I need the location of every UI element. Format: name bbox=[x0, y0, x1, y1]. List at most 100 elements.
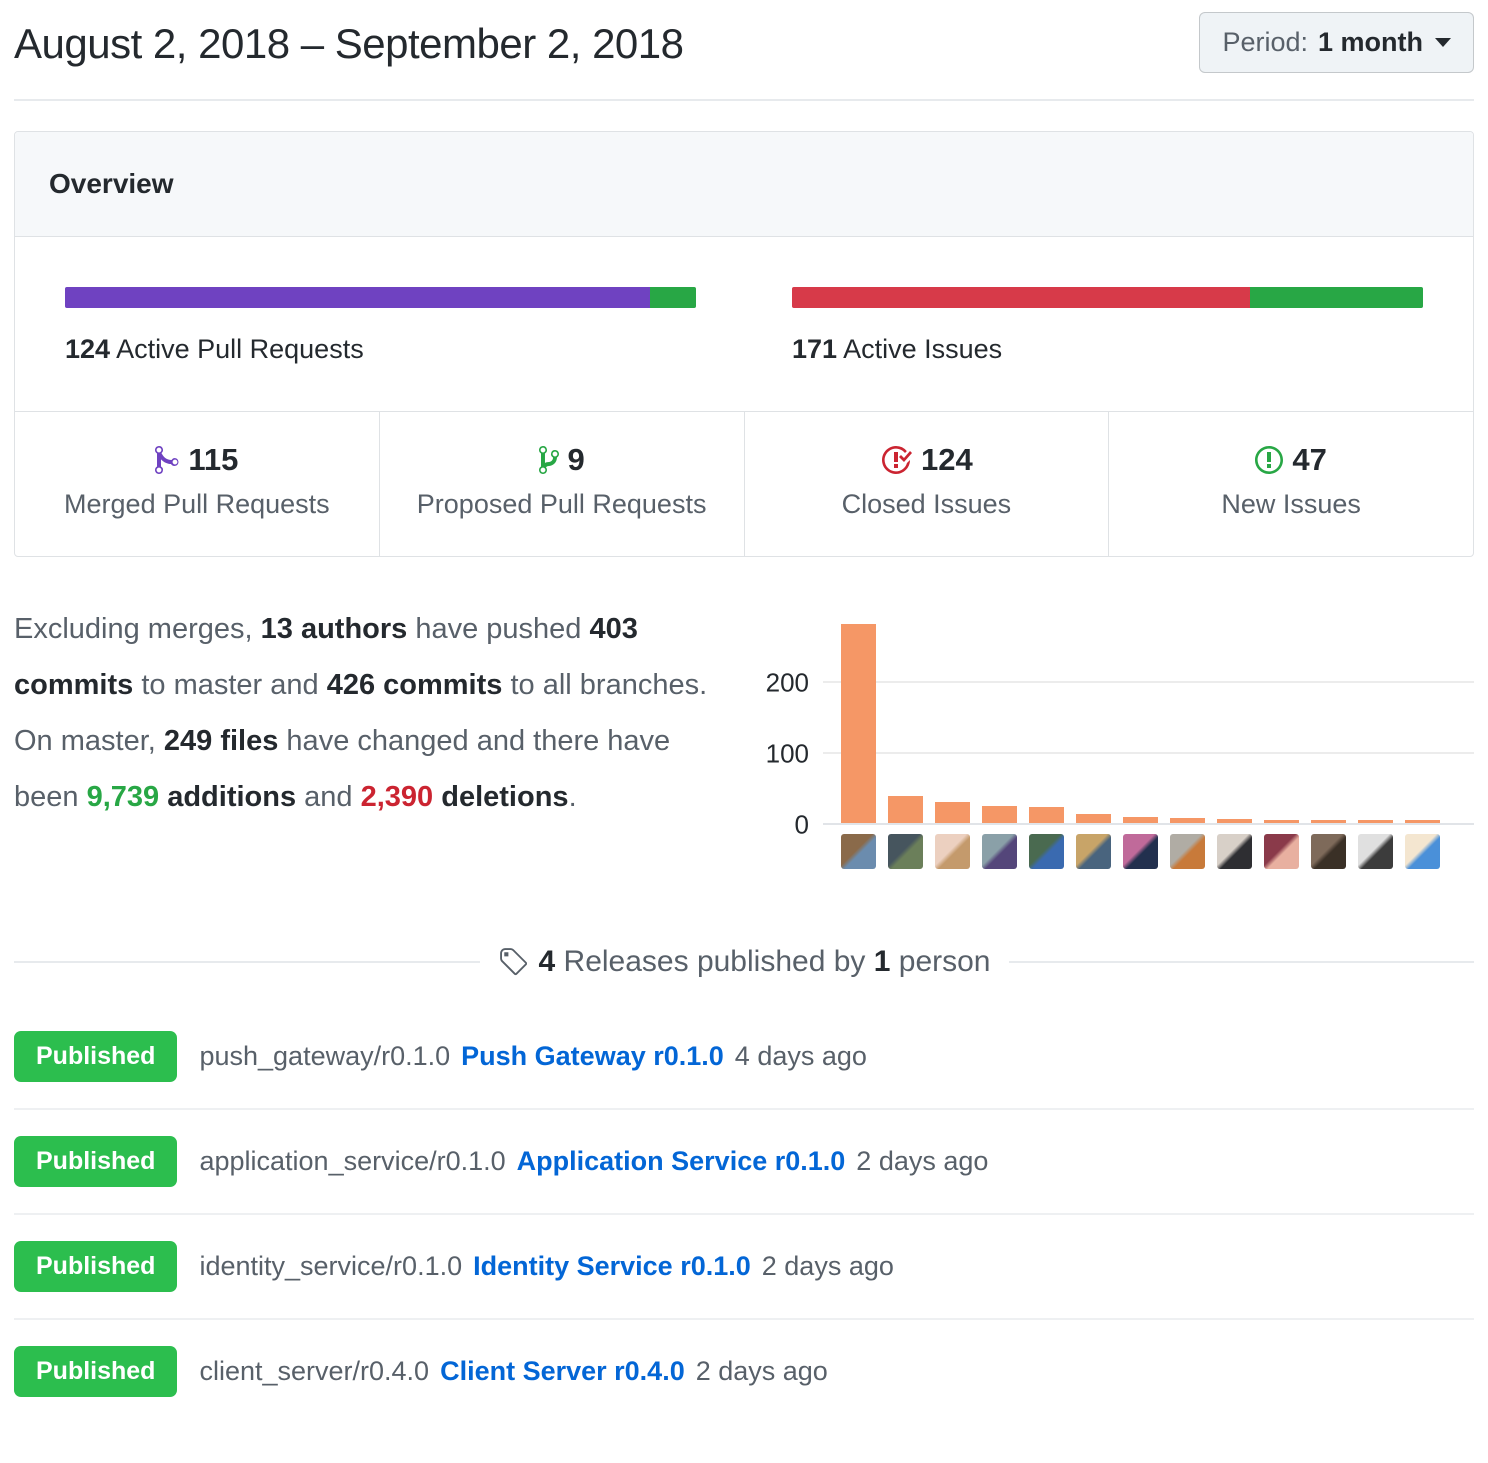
overview-card-title: Overview bbox=[15, 132, 1473, 237]
release-row: Published application_service/r0.1.0 Appli… bbox=[14, 1108, 1474, 1213]
pull-requests-progress-bar bbox=[65, 287, 696, 308]
issue-closed-icon bbox=[882, 445, 912, 474]
summary-segment: to all branches. On master, bbox=[14, 669, 708, 757]
page-title: August 2, 2018 – September 2, 2018 bbox=[14, 20, 684, 67]
published-badge: Published bbox=[14, 1241, 178, 1292]
summary-segment: 403 commits bbox=[14, 613, 638, 701]
active-pr-count: 124 bbox=[65, 334, 111, 364]
releases-count: 4 bbox=[538, 945, 556, 978]
chart-plot-area: 0 100 200 bbox=[766, 601, 1474, 840]
release-time: 2 days ago bbox=[695, 1356, 828, 1386]
release-link[interactable]: Push Gateway r0.1.0 bbox=[461, 1041, 724, 1071]
avatar-author-11[interactable] bbox=[1311, 834, 1346, 869]
commit-bar-author-5 bbox=[1029, 806, 1064, 823]
issues-progress-bar bbox=[792, 287, 1423, 308]
stat-value: 47 bbox=[1255, 442, 1327, 478]
commit-bar-author-13 bbox=[1405, 820, 1440, 823]
summary-segment: and bbox=[296, 781, 361, 813]
avatar-author-5[interactable] bbox=[1029, 834, 1064, 869]
active-pr-text: Active Pull Requests bbox=[116, 334, 364, 364]
avatar-author-8[interactable] bbox=[1170, 834, 1205, 869]
closed-issues-segment bbox=[792, 287, 1250, 308]
period-dropdown-button[interactable]: Period: 1 month bbox=[1199, 12, 1474, 73]
commit-bar-author-11 bbox=[1311, 820, 1346, 823]
commit-bar-author-9 bbox=[1217, 819, 1252, 823]
new-issues-segment bbox=[1249, 287, 1423, 308]
release-link[interactable]: Client Server r0.4.0 bbox=[440, 1356, 685, 1386]
commit-bar-author-7 bbox=[1123, 816, 1158, 823]
stat-cell-closed-issues: 124 Closed Issues bbox=[743, 412, 1109, 556]
stat-value: 9 bbox=[538, 442, 585, 478]
release-time: 2 days ago bbox=[856, 1146, 989, 1176]
merged-pr-segment bbox=[65, 287, 651, 308]
avatar-author-6[interactable] bbox=[1076, 834, 1111, 869]
stat-value: 124 bbox=[880, 442, 973, 478]
divider-line-right bbox=[1008, 961, 1475, 963]
commit-bar-author-2 bbox=[888, 796, 923, 823]
avatar-author-1[interactable] bbox=[841, 834, 876, 869]
release-link[interactable]: Identity Service r0.1.0 bbox=[473, 1251, 751, 1281]
release-tag-name: client_server/r0.4.0 bbox=[199, 1356, 430, 1386]
page-header: August 2, 2018 – September 2, 2018 Perio… bbox=[14, 12, 1474, 73]
overview-card: Overview 124 Active Pull Requests 171 Ac… bbox=[14, 131, 1474, 557]
chart-gridline-200 bbox=[823, 681, 1474, 684]
commit-bar-author-4 bbox=[982, 805, 1017, 823]
summary-segment: 2,390 bbox=[360, 781, 434, 813]
proposed-pr-segment bbox=[650, 287, 696, 308]
summary-segment: 426 commits bbox=[326, 669, 503, 701]
stat-cell-proposed-pull-requests: 9 Proposed Pull Requests bbox=[378, 412, 744, 556]
published-badge: Published bbox=[14, 1136, 178, 1187]
summary-segment: additions bbox=[167, 781, 297, 813]
stat-label: Proposed Pull Requests bbox=[416, 489, 707, 519]
commit-bar-author-10 bbox=[1264, 820, 1299, 823]
avatar-author-2[interactable] bbox=[888, 834, 923, 869]
published-badge: Published bbox=[14, 1346, 178, 1397]
avatar-author-3[interactable] bbox=[935, 834, 970, 869]
release-tag-name: identity_service/r0.1.0 bbox=[199, 1251, 463, 1281]
summary-segment: . bbox=[568, 781, 577, 813]
release-row: Published identity_service/r0.1.0 Identity… bbox=[14, 1213, 1474, 1318]
summary-segment: Excluding merges, bbox=[14, 613, 261, 645]
release-tag-name: application_service/r0.1.0 bbox=[199, 1146, 506, 1176]
diff-section: Excluding merges, 13 authors have pushed… bbox=[14, 601, 1474, 869]
summary-segment: 9,739 bbox=[86, 781, 160, 813]
release-time: 4 days ago bbox=[734, 1041, 867, 1071]
active-issues-count: 171 bbox=[792, 334, 838, 364]
overview-stats-row: 115 Merged Pull Requests 9 Proposed Pull Re… bbox=[15, 411, 1473, 556]
avatar-author-13[interactable] bbox=[1405, 834, 1440, 869]
avatar-author-4[interactable] bbox=[982, 834, 1017, 869]
commit-bar-author-8 bbox=[1170, 818, 1205, 823]
stat-label: Closed Issues bbox=[841, 489, 1012, 519]
avatar-author-12[interactable] bbox=[1358, 834, 1393, 869]
commit-bar-author-1 bbox=[841, 624, 876, 823]
summary-segment: 13 authors bbox=[260, 613, 408, 645]
chevron-down-icon bbox=[1435, 38, 1451, 47]
release-row: Published client_server/r0.4.0 Client Serv… bbox=[14, 1318, 1474, 1423]
release-list: Published push_gateway/r0.1.0 Push Gateway… bbox=[14, 1005, 1474, 1423]
commit-bar-author-12 bbox=[1358, 820, 1393, 823]
commit-bar-author-6 bbox=[1076, 813, 1111, 823]
period-value: 1 month bbox=[1318, 27, 1423, 57]
releases-divider: 4 Releases published by 1 person bbox=[14, 945, 1475, 979]
chart-author-avatars bbox=[841, 834, 1474, 869]
stat-value: 115 bbox=[155, 442, 238, 478]
issue-opened-icon bbox=[1255, 446, 1284, 474]
y-axis-tick-label: 200 bbox=[765, 667, 809, 698]
activity-bars-row: 124 Active Pull Requests 171 Active Issu… bbox=[15, 237, 1473, 411]
active-pull-requests-label: 124 Active Pull Requests bbox=[65, 334, 696, 365]
divider-line-left bbox=[14, 961, 480, 963]
avatar-author-10[interactable] bbox=[1264, 834, 1299, 869]
pull-requests-block: 124 Active Pull Requests bbox=[65, 287, 696, 365]
release-link[interactable]: Application Service r0.1.0 bbox=[516, 1146, 846, 1176]
summary-segment: 249 files bbox=[163, 725, 279, 757]
tag-icon bbox=[499, 947, 527, 975]
commits-per-author-chart: 0 100 200 bbox=[759, 601, 1474, 869]
chart-bars bbox=[841, 601, 1440, 823]
release-time: 2 days ago bbox=[761, 1251, 894, 1281]
avatar-author-7[interactable] bbox=[1123, 834, 1158, 869]
commit-bar-author-3 bbox=[935, 801, 970, 823]
header-divider bbox=[14, 99, 1474, 101]
avatar-author-9[interactable] bbox=[1217, 834, 1252, 869]
stat-label: New Issues bbox=[1221, 489, 1361, 519]
commit-summary-text: Excluding merges, 13 authors have pushed… bbox=[14, 601, 759, 869]
